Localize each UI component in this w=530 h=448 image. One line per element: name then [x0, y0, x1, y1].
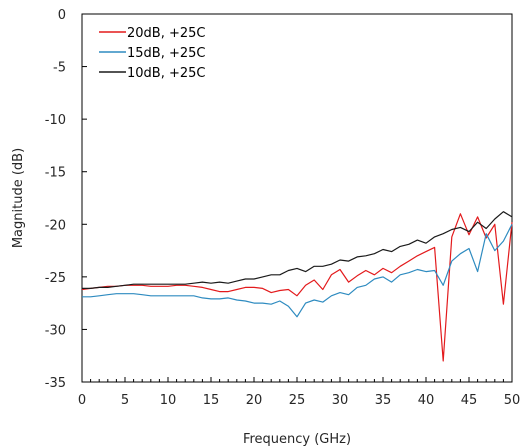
y-tick-label: -20: [45, 218, 66, 233]
legend-label: 20dB, +25C: [127, 26, 206, 41]
series-line-20db-25c: [81, 213, 513, 362]
x-tick-label: 45: [461, 393, 478, 408]
x-tick-label: 50: [504, 393, 521, 408]
y-tick-label: -25: [45, 271, 66, 286]
x-tick-label: 40: [418, 393, 435, 408]
series-line-15db-25c: [82, 224, 513, 318]
x-tick-label: 20: [246, 393, 263, 408]
x-tick-label: 5: [121, 393, 129, 408]
x-axis-title: Frequency (GHz): [243, 432, 351, 447]
legend-label: 10dB, +25C: [127, 66, 206, 81]
x-axis-ticks: 0 5 10 15 20 25 30 35 40 45 50: [78, 377, 520, 408]
y-tick-label: -30: [45, 323, 66, 338]
series-layer: [81, 211, 513, 362]
y-tick-label: -15: [45, 166, 66, 181]
legend-label: 15dB, +25C: [127, 46, 206, 61]
x-tick-label: 0: [78, 393, 86, 408]
y-tick-label: -10: [45, 113, 66, 128]
x-tick-label: 15: [203, 393, 220, 408]
y-tick-label: -5: [53, 61, 66, 76]
series-line-10db-25c: [82, 211, 513, 289]
y-tick-label: -35: [45, 376, 66, 391]
x-tick-label: 10: [160, 393, 177, 408]
legend: 20dB, +25C 15dB, +25C 10dB, +25C: [99, 26, 206, 81]
y-tick-label: 0: [58, 8, 66, 23]
x-tick-label: 30: [332, 393, 349, 408]
y-axis-ticks: 0 -5 -10 -15 -20 -25 -30 -35: [45, 8, 87, 391]
y-axis-title: Magnitude (dB): [11, 148, 26, 248]
x-tick-label: 25: [289, 393, 306, 408]
x-tick-label: 35: [375, 393, 392, 408]
